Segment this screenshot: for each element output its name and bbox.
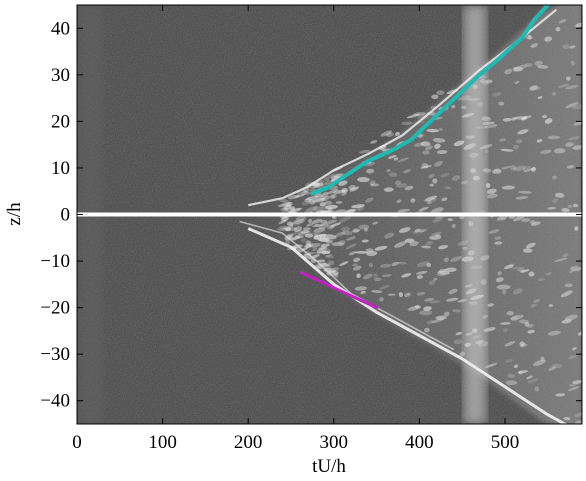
y-axis-label: z/h (4, 202, 25, 226)
x-tick-label: 200 (234, 432, 263, 453)
y-tick-label: 0 (61, 205, 71, 226)
x-axis: 0 100 200 300 400 500 (72, 5, 519, 453)
y-tick-label: −30 (40, 344, 70, 365)
y-tick-label: −10 (40, 251, 70, 272)
y-tick-label: 40 (51, 18, 70, 39)
x-tick-label: 400 (405, 432, 434, 453)
cyan-trace (310, 5, 550, 196)
y-tick-label: 20 (51, 111, 70, 132)
x-axis-label: tU/h (312, 456, 346, 477)
lower-front-edge (247, 227, 569, 424)
x-tick-label: 300 (320, 432, 349, 453)
x-tick-label: 500 (491, 432, 520, 453)
y-axis: 40 30 20 10 0 −10 −20 −30 −40 (40, 18, 582, 412)
x-tick-label: 100 (148, 432, 177, 453)
lower-front-edge-inner (239, 220, 454, 351)
y-tick-label: 30 (51, 65, 70, 86)
image-background (77, 5, 582, 424)
x-tick-label: 0 (72, 432, 82, 453)
y-tick-label: −20 (40, 298, 70, 319)
y-tick-label: −40 (40, 391, 70, 412)
y-tick-label: 10 (51, 158, 70, 179)
magenta-line (299, 271, 379, 310)
upper-front-edge (247, 8, 557, 207)
